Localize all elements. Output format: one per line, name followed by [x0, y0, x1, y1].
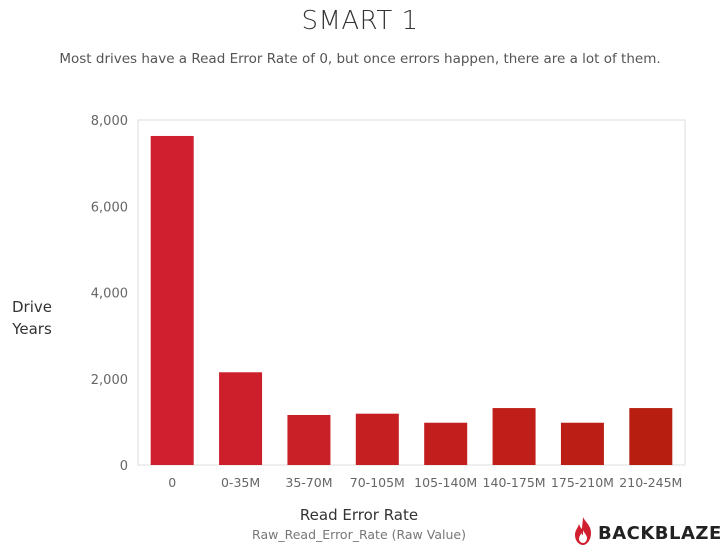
x-tick-label: 0 — [168, 475, 176, 490]
x-tick-label: 105-140M — [414, 475, 477, 490]
x-tick-label: 140-175M — [483, 475, 546, 490]
y-tick-label: 6,000 — [91, 200, 128, 215]
y-tick-label: 2,000 — [91, 373, 128, 388]
bar-0 — [150, 135, 194, 466]
x-tick-label: 175-210M — [551, 475, 614, 490]
x-tick-label: 70-105M — [350, 475, 405, 490]
plot-frame — [137, 119, 686, 466]
bar-0-35M — [219, 372, 263, 465]
bar-70-105M — [355, 413, 399, 465]
chart-title: SMART 1 — [301, 6, 419, 36]
backblaze-logo: BACKBLAZE — [572, 516, 720, 548]
bars-group — [150, 135, 673, 466]
x-tick-label: 210-245M — [619, 475, 682, 490]
y-axis-label-line1: Drive — [12, 298, 52, 316]
chart-subtitle: Most drives have a Read Error Rate of 0,… — [59, 51, 661, 67]
y-tick-label: 8,000 — [91, 114, 128, 129]
x-tick-label: 35-70M — [285, 475, 332, 490]
bar-175-210M — [560, 422, 604, 465]
bar-140-175M — [492, 408, 536, 465]
bar-210-245M — [629, 408, 673, 465]
y-axis-label-line2: Years — [12, 320, 52, 338]
x-axis-label: Read Error Rate — [299, 506, 419, 524]
brand-name: BACKBLAZE — [598, 523, 720, 544]
bar-105-140M — [424, 422, 468, 465]
y-axis-ticks: 0 2,000 4,000 6,000 8,000 — [91, 114, 128, 474]
x-tick-label: 0-35M — [221, 475, 260, 490]
y-tick-label: 4,000 — [91, 287, 128, 302]
bar-35-70M — [287, 414, 331, 465]
x-axis-sublabel: Raw_Read_Error_Rate (Raw Value) — [252, 527, 466, 542]
flame-icon — [575, 517, 591, 545]
y-tick-label: 0 — [120, 459, 128, 474]
x-axis-ticks: 0 0-35M 35-70M 70-105M 105-140M 140-175M 175-2… — [168, 475, 682, 490]
